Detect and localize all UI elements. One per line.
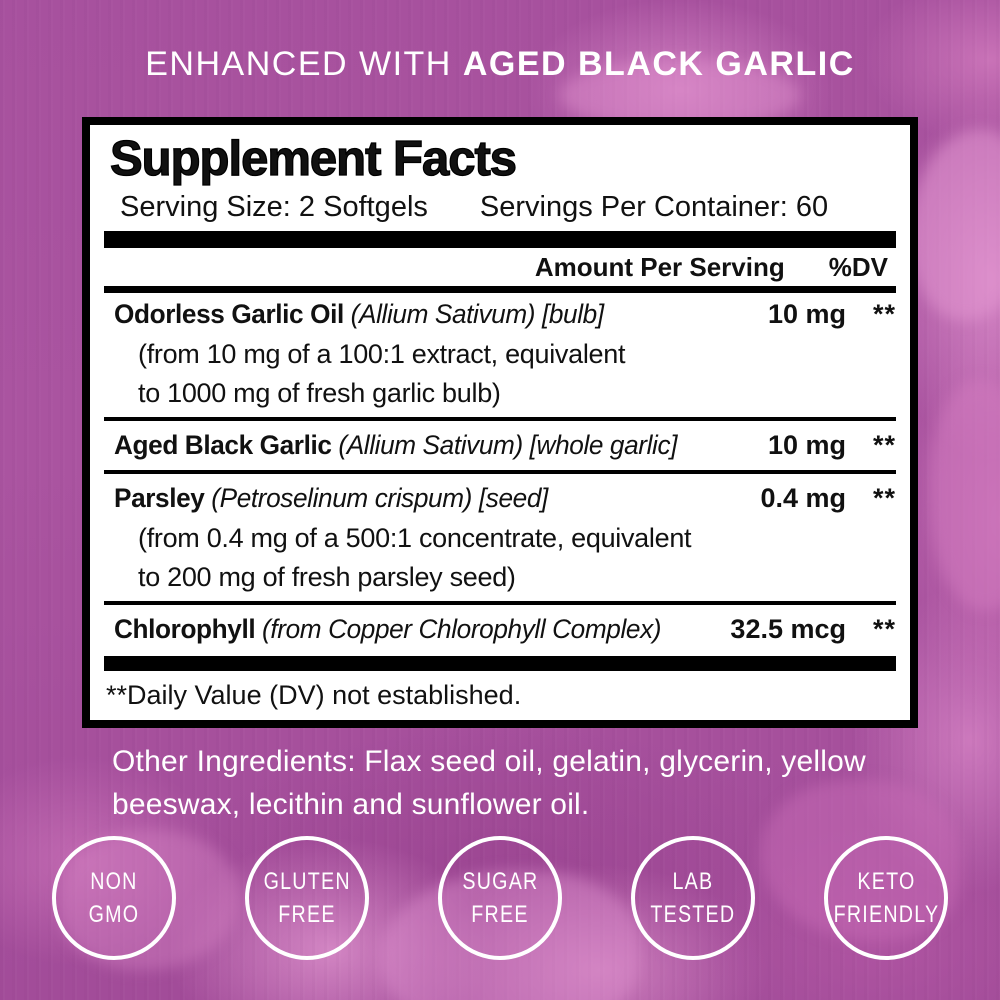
- badge-gluten-free: GLUTEN FREE: [245, 836, 369, 960]
- ingredient-amount: 10 mg: [767, 299, 846, 329]
- ingredient-name-bold: Chlorophyll: [114, 614, 256, 644]
- badge-lab-tested: LAB TESTED: [631, 836, 755, 960]
- ingredient-dv: **: [872, 430, 896, 460]
- ingredient-name: Parsley (Petroselinum crispum) [seed]: [114, 477, 698, 519]
- badge-text: FRIENDLY: [833, 901, 939, 928]
- serving-size: Serving Size: 2 Softgels: [120, 191, 428, 223]
- row-divider: [104, 601, 896, 605]
- ingredient-row-chlorophyll: Chlorophyll (from Copper Chlorophyll Comp…: [104, 608, 896, 650]
- badge-text: GLUTEN: [263, 868, 351, 895]
- ingredient-name-bold: Parsley: [114, 483, 205, 513]
- ingredient-row-parsley: Parsley (Petroselinum crispum) [seed] 0.4…: [104, 477, 896, 597]
- serving-info-row: Serving Size: 2 Softgels Servings Per Co…: [120, 190, 896, 224]
- badge-keto-friendly: KETO FRIENDLY: [824, 836, 948, 960]
- ingredient-note-line: (from 0.4 mg of a 500:1 concentrate, equ…: [138, 523, 692, 553]
- banner-highlight: AGED BLACK GARLIC: [462, 45, 855, 83]
- feature-badges-row: NON GMO GLUTEN FREE SUGAR FREE LAB TESTE…: [0, 836, 1000, 960]
- servings-per-container: Servings Per Container: 60: [479, 191, 829, 223]
- row-divider: [104, 417, 896, 421]
- other-ingredients: Other Ingredients: Flax seed oil, gelati…: [112, 740, 932, 826]
- ingredient-latin-name: (from Copper Chlorophyll Complex): [262, 614, 662, 644]
- ingredient-dv: **: [872, 614, 896, 644]
- badge-text: FREE: [471, 901, 529, 928]
- banner-headline: ENHANCED WITH AGED BLACK GARLIC: [0, 44, 1000, 84]
- ingredient-name-bold: Aged Black Garlic: [114, 430, 332, 460]
- row-divider: [104, 470, 896, 474]
- ingredient-amount: 10 mg: [767, 430, 846, 460]
- ingredient-name: Aged Black Garlic (Allium Sativum) [whole…: [114, 424, 698, 466]
- amount-per-serving-header: Amount Per Serving: [534, 252, 785, 282]
- ingredient-latin-name: (Allium Sativum) [bulb]: [350, 299, 604, 329]
- ingredient-row-aged-black-garlic: Aged Black Garlic (Allium Sativum) [whole…: [104, 424, 896, 466]
- ingredient-name-bold: Odorless Garlic Oil: [114, 299, 344, 329]
- ingredient-line: Chlorophyll (from Copper Chlorophyll Comp…: [104, 608, 896, 650]
- other-ingredients-line2: beeswax, lecithin and sunflower oil.: [112, 788, 590, 821]
- ingredient-dv: **: [872, 299, 896, 329]
- medium-separator-bar: [104, 286, 896, 293]
- ingredient-latin-name: (Petroselinum crispum) [seed]: [211, 483, 548, 513]
- thick-separator-bar: [104, 231, 896, 248]
- badge-text: FREE: [278, 901, 336, 928]
- percent-dv-header: %DV: [828, 252, 888, 282]
- badge-text: GMO: [88, 901, 140, 928]
- supplement-facts-panel: Supplement Facts Serving Size: 2 Softgel…: [82, 117, 918, 728]
- ingredient-latin-name: (Allium Sativum) [whole garlic]: [338, 430, 678, 460]
- bottom-thick-bar: [104, 656, 896, 671]
- ingredient-line: Aged Black Garlic (Allium Sativum) [whole…: [104, 424, 896, 466]
- banner-prefix: ENHANCED WITH: [145, 45, 463, 83]
- ingredient-line: Odorless Garlic Oil (Allium Sativum) [bul…: [104, 293, 896, 335]
- ingredient-note-line: to 200 mg of fresh parsley seed): [138, 562, 516, 592]
- badge-text: KETO: [856, 868, 916, 895]
- badge-text: NON: [90, 868, 138, 895]
- other-ingredients-line1: Other Ingredients: Flax seed oil, gelati…: [112, 745, 866, 778]
- ingredient-row-garlic-oil: Odorless Garlic Oil (Allium Sativum) [bul…: [104, 293, 896, 413]
- ingredient-note-line: (from 10 mg of a 100:1 extract, equivale…: [138, 339, 626, 369]
- badge-text: SUGAR: [461, 868, 539, 895]
- badge-text: TESTED: [650, 901, 736, 928]
- supplement-facts-title: Supplement Facts: [109, 132, 517, 186]
- column-header-row: Amount Per Serving %DV: [104, 251, 888, 283]
- ingredient-name: Odorless Garlic Oil (Allium Sativum) [bul…: [114, 293, 698, 335]
- ingredient-note-line: to 1000 mg of fresh garlic bulb): [138, 378, 501, 408]
- garlic-clove-shape: [930, 380, 1000, 610]
- ingredient-amount: 0.4 mg: [760, 483, 846, 513]
- ingredient-dv: **: [872, 483, 896, 513]
- daily-value-footnote: **Daily Value (DV) not established.: [106, 680, 522, 710]
- badge-non-gmo: NON GMO: [52, 836, 176, 960]
- badge-text: LAB: [672, 868, 714, 895]
- ingredient-name: Chlorophyll (from Copper Chlorophyll Comp…: [114, 608, 698, 650]
- ingredient-amount: 32.5 mcg: [730, 614, 846, 644]
- ingredient-line: Parsley (Petroselinum crispum) [seed] 0.4…: [104, 477, 896, 519]
- badge-sugar-free: SUGAR FREE: [438, 836, 562, 960]
